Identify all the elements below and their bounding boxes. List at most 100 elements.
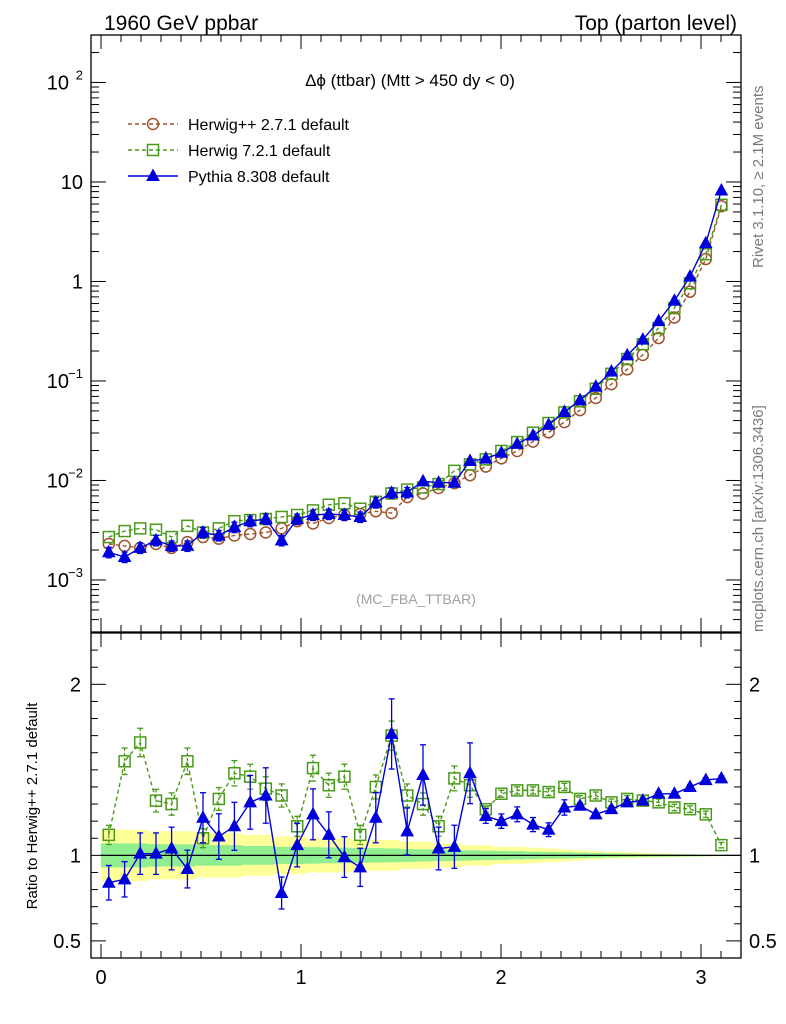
ratio-point xyxy=(227,818,242,832)
main-point xyxy=(290,511,305,525)
main-point xyxy=(620,347,635,361)
ratio-uncertainty-bands xyxy=(100,829,741,882)
main-point xyxy=(588,379,603,392)
ratio-point xyxy=(306,806,320,820)
main-point xyxy=(385,506,398,520)
rivet-version-label: Rivet 3.1.10, ≥ 2.1M events xyxy=(750,86,767,269)
legend-label: Pythia 8.308 default xyxy=(188,169,330,186)
main-y-tick-label: 10 xyxy=(61,172,83,194)
ratio-point xyxy=(526,817,540,830)
main-point xyxy=(274,532,289,546)
ratio-point xyxy=(212,792,226,806)
ratio-point xyxy=(699,808,713,821)
main-point xyxy=(683,269,697,282)
ratio-point xyxy=(526,784,540,797)
ratio-point xyxy=(164,840,179,854)
ratio-y-tick-label-left: 1 xyxy=(70,845,81,867)
main-y-tick-exponent: 2 xyxy=(76,67,83,82)
ratio-point xyxy=(557,799,572,813)
ratio-point xyxy=(541,822,556,835)
main-point xyxy=(541,417,556,430)
main-point xyxy=(447,475,462,488)
ratio-point xyxy=(683,802,697,816)
ratio-point xyxy=(181,755,194,768)
legend-marker xyxy=(146,117,160,131)
legend: Herwig++ 2.7.1 default Herwig 7.2.1 defau… xyxy=(128,117,350,186)
main-point xyxy=(526,427,540,441)
ratio-y-tick-label-right: 0.5 xyxy=(749,931,777,953)
main-triangle-series xyxy=(101,183,729,564)
ratio-point xyxy=(149,846,163,859)
ratio-series-line xyxy=(108,733,722,894)
ratio-point xyxy=(243,794,258,808)
main-point xyxy=(635,332,650,345)
ratio-point xyxy=(400,823,415,837)
ratio-point xyxy=(117,871,132,885)
main-point xyxy=(196,524,210,538)
ratio-point xyxy=(573,798,587,811)
mcplots-label: mcplots.cern.ch [arXiv:1306.3436] xyxy=(750,405,767,632)
main-point xyxy=(400,484,415,498)
main-point xyxy=(510,436,525,449)
ratio-point xyxy=(604,801,619,815)
ratio-point xyxy=(447,839,462,852)
ratio-point xyxy=(211,829,226,842)
ratio-point xyxy=(196,810,210,823)
ratio-point xyxy=(321,827,336,840)
ratio-point xyxy=(667,786,682,799)
ratio-point xyxy=(322,778,336,792)
ratio-point xyxy=(635,793,650,806)
energy-label: 1960 GeV ppbar xyxy=(104,12,258,35)
main-point xyxy=(698,235,713,249)
main-point xyxy=(668,311,681,324)
ratio-square-series xyxy=(102,720,728,852)
ratio-point xyxy=(353,859,368,873)
ratio-point xyxy=(651,786,666,799)
x-tick-label: 3 xyxy=(695,967,706,989)
main-point xyxy=(652,331,665,345)
ratio-point xyxy=(180,861,195,875)
main-point xyxy=(384,485,399,498)
ratio-point xyxy=(589,789,603,802)
legend-marker xyxy=(146,143,160,157)
ratio-point xyxy=(714,770,729,784)
main-point xyxy=(102,530,116,544)
main-point xyxy=(573,392,587,406)
main-point xyxy=(683,285,697,298)
data-series xyxy=(101,183,729,910)
main-point xyxy=(715,198,728,212)
main-y-tick-label: 10 xyxy=(47,371,69,393)
legend-entry: Pythia 8.308 default xyxy=(128,168,330,186)
ratio-point xyxy=(542,785,555,799)
x-tick-label: 1 xyxy=(295,967,306,989)
main-point xyxy=(651,313,666,327)
ratio-point xyxy=(353,828,367,842)
main-point xyxy=(117,549,132,563)
main-y-tick-label: 1 xyxy=(72,271,83,293)
main-point xyxy=(714,183,729,196)
ratio-point xyxy=(715,838,728,852)
ratio-point xyxy=(101,875,116,888)
ratio-y-tick-label-left: 0.5 xyxy=(53,931,81,953)
x-tick-label: 0 xyxy=(95,967,106,989)
ratio-point xyxy=(588,806,603,820)
main-y-tick-exponent: −1 xyxy=(68,366,83,381)
ratio-point xyxy=(228,767,241,780)
main-point xyxy=(589,391,603,405)
main-point xyxy=(337,507,352,520)
ratio-point xyxy=(510,806,525,820)
ratio-point xyxy=(118,755,131,768)
main-point xyxy=(463,453,477,466)
ratio-y-tick-label-right: 1 xyxy=(749,845,760,867)
legend-entry: Herwig++ 2.7.1 default xyxy=(128,117,350,134)
ratio-point xyxy=(478,808,493,822)
ratio-point xyxy=(133,736,147,749)
main-circle-series xyxy=(102,200,728,555)
ratio-point xyxy=(384,726,399,739)
main-point xyxy=(353,509,368,522)
main-point xyxy=(258,511,273,525)
main-series-line xyxy=(108,190,723,558)
main-point xyxy=(149,532,163,546)
main-point xyxy=(604,364,619,377)
